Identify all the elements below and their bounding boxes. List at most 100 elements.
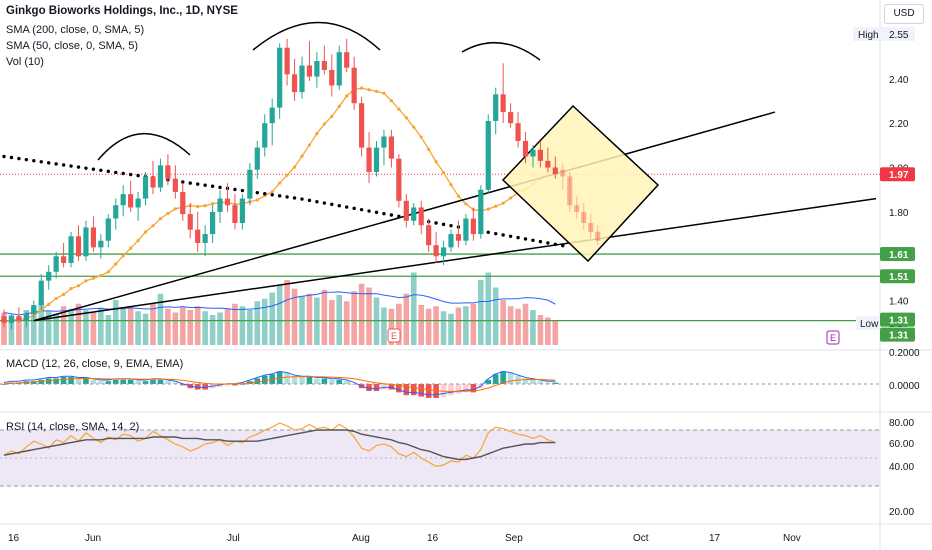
candle-body [545, 160, 551, 168]
candle-body [224, 198, 231, 206]
volume-bar [217, 312, 223, 345]
candle-body [493, 94, 499, 121]
sma200-point [359, 207, 364, 212]
head-arc [252, 21, 381, 51]
sma200-point [486, 230, 490, 235]
macd-hist-bar [98, 381, 104, 384]
volume-bar [261, 298, 268, 345]
macd-legend[interactable]: MACD (12, 26, close, 9, EMA, EMA) [6, 358, 183, 370]
volume-bar [314, 297, 320, 345]
rsi-legend[interactable]: RSI (14, close, SMA, 14, 2) [6, 421, 139, 433]
volume-bar [463, 306, 469, 345]
volume-bar [552, 320, 559, 345]
projected-body [588, 222, 594, 232]
sma200-point [389, 213, 394, 217]
candle-body [187, 214, 193, 230]
candle-body [359, 103, 365, 148]
candle-body [150, 176, 156, 188]
sma200-point [285, 195, 289, 199]
candle-body [530, 149, 536, 157]
macd-hist-bar [38, 379, 45, 384]
left-shoulder-arc [97, 132, 191, 161]
volume-bar [448, 313, 454, 345]
macd-hist-bar [381, 384, 387, 390]
volume-bar [232, 303, 238, 345]
sma200-point [76, 165, 81, 169]
macd-hist-bar [194, 384, 201, 390]
candle-body [381, 136, 387, 148]
sma50-legend[interactable]: SMA (50, close, 0, SMA, 5) [6, 40, 139, 52]
volume-bar [8, 315, 15, 345]
price-tick-label: 1.40 [889, 297, 909, 308]
candle-body [75, 236, 82, 257]
price-tick-label: 2.20 [889, 119, 909, 130]
macd-hist-bar [261, 375, 268, 384]
volume-bar [1, 312, 7, 345]
candle-body [53, 256, 59, 272]
macd-hist-bar [180, 384, 186, 386]
sma200-point [307, 198, 312, 203]
macd-hist-bar [284, 372, 290, 384]
volume-bar [276, 285, 283, 345]
macd-hist-bar [75, 378, 82, 384]
macd-hist-bar [157, 379, 164, 384]
candle-body [113, 205, 119, 219]
candle-body [537, 149, 543, 161]
earnings-marker [387, 328, 401, 343]
sma200-point [382, 211, 386, 216]
candle-body [232, 205, 238, 223]
candle-body [46, 271, 52, 281]
candle-body [269, 107, 275, 124]
macd-hist-bar [165, 381, 171, 384]
sma200-point [263, 192, 267, 196]
volume-bar [545, 317, 551, 345]
macd-hist-bar [202, 384, 208, 390]
currency-button[interactable]: USD [884, 4, 924, 24]
sma200-legend[interactable]: SMA (200, close, 0, SMA, 5) [6, 24, 145, 36]
candle-body [485, 120, 491, 190]
candle-body [373, 147, 380, 172]
volume-bar [194, 306, 201, 345]
macd-hist-bar [105, 381, 112, 384]
macd-hist-bar [90, 379, 97, 384]
candle-body [336, 52, 342, 86]
sma200-point [106, 169, 111, 174]
sma50-line [3, 87, 556, 324]
candle-body [38, 280, 44, 306]
volume-bar [351, 291, 357, 345]
projected-body [567, 176, 573, 206]
sma200-point [39, 160, 43, 164]
volume-legend[interactable]: Vol (10) [6, 56, 44, 68]
macd-hist-bar [83, 378, 89, 384]
time-tick-label: Jul [227, 533, 240, 544]
price-tick-label: 2.40 [889, 75, 909, 86]
volume-bar [38, 302, 45, 345]
level-tag [880, 312, 915, 327]
macd-hist-bar [120, 379, 126, 384]
time-tick-label: Jun [85, 533, 101, 544]
candle-body [478, 189, 484, 235]
level-value: 1.51 [889, 272, 909, 283]
volume-bar [127, 306, 134, 345]
sma200-point [523, 237, 528, 241]
volume-bar [269, 292, 275, 345]
macd-hist-bar [127, 379, 134, 384]
sma200-point [233, 187, 237, 192]
candle-body [433, 245, 439, 257]
volume-bar [388, 308, 395, 345]
volume-bar [120, 308, 126, 345]
macd-hist-bar [142, 381, 149, 384]
candle-body [165, 165, 171, 179]
macd-hist-bar [1, 384, 7, 385]
sma200-point [255, 190, 259, 195]
volume-bars [1, 272, 559, 345]
volume-bar [187, 310, 194, 345]
candle-body [61, 256, 67, 263]
rsi-ma-line [3, 429, 556, 461]
volume-bar [98, 307, 104, 345]
sma200-point [2, 154, 6, 159]
time-tick-label: Sep [505, 533, 523, 544]
candle-body [306, 65, 313, 77]
volume-bar [31, 307, 37, 345]
